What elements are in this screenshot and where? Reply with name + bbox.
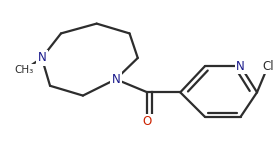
Text: CH₃: CH₃ (14, 65, 34, 75)
Text: Cl: Cl (262, 60, 274, 73)
Text: N: N (236, 60, 245, 73)
Text: N: N (38, 51, 46, 65)
Text: N: N (112, 73, 120, 86)
Text: O: O (143, 115, 152, 128)
